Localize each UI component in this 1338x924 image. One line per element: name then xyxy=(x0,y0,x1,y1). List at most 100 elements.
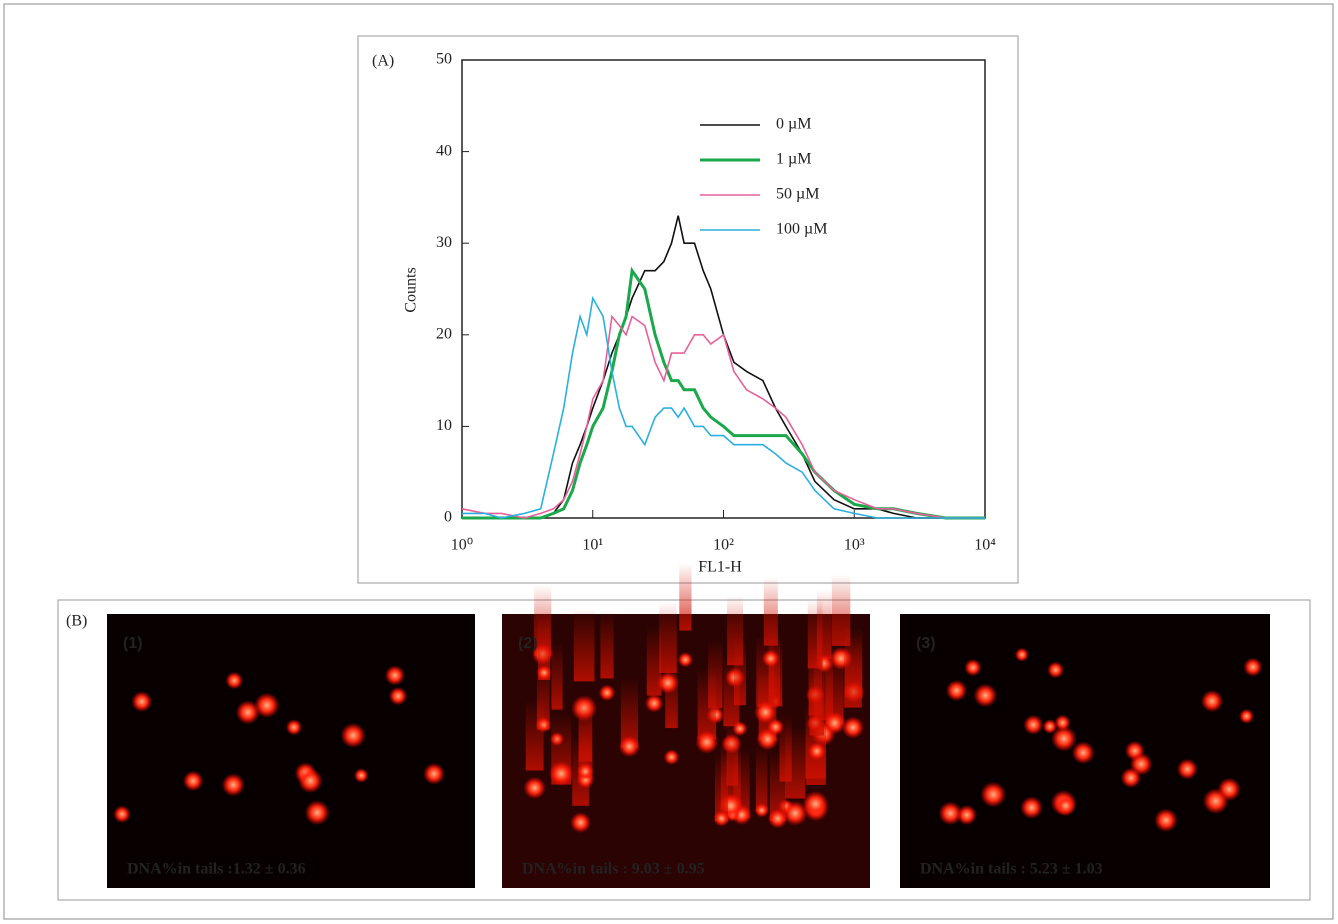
nucleus xyxy=(767,718,785,736)
nucleus xyxy=(713,810,730,827)
comet-tail xyxy=(755,744,768,813)
nucleus xyxy=(945,679,968,702)
nucleus xyxy=(235,700,260,725)
nucleus xyxy=(523,776,546,800)
nucleus xyxy=(807,742,826,761)
nucleus xyxy=(656,671,679,694)
comet-tail xyxy=(825,652,844,725)
nucleus xyxy=(576,762,594,780)
image-caption: DNA%in tails : 9.03 ± 0.95 xyxy=(522,861,705,878)
comet-tail xyxy=(785,726,806,799)
x-axis-label: FL1-H xyxy=(698,559,742,576)
comet-tail xyxy=(844,636,862,708)
comet-tail xyxy=(659,602,677,674)
figure-border xyxy=(3,3,1334,920)
comet-tail xyxy=(769,751,786,821)
comet-tail xyxy=(538,612,551,680)
comet-tail xyxy=(578,693,593,762)
comet-tail xyxy=(733,637,746,706)
panel-label: (B) xyxy=(66,613,87,630)
nucleus xyxy=(1071,741,1095,765)
comet-tail xyxy=(831,574,851,646)
nucleus xyxy=(340,722,366,748)
nucleus xyxy=(802,790,829,817)
series-line xyxy=(462,215,985,519)
comet-tail xyxy=(714,753,729,822)
nucleus xyxy=(353,768,369,783)
y-tick-label: 40 xyxy=(436,142,452,159)
nucleus xyxy=(131,691,153,712)
nucleus xyxy=(1120,767,1142,789)
nucleus xyxy=(1239,708,1255,724)
nucleus xyxy=(1051,726,1077,752)
legend-label: 1 µM xyxy=(776,151,811,168)
nucleus xyxy=(964,658,982,677)
nucleus xyxy=(754,803,769,818)
legend-label: 50 µM xyxy=(776,186,819,203)
x-tick-label: 10⁰ xyxy=(451,537,473,554)
nucleus xyxy=(1047,661,1064,679)
nucleus xyxy=(956,804,977,826)
nucleus xyxy=(1200,689,1224,713)
series-line xyxy=(461,314,985,519)
image-label: (2) xyxy=(518,635,538,652)
comet-tail xyxy=(551,642,563,710)
comet-tail xyxy=(600,610,614,679)
nucleus xyxy=(536,665,552,681)
nucleus xyxy=(1154,808,1178,832)
nucleus xyxy=(782,800,808,826)
y-tick-label: 20 xyxy=(436,325,452,342)
nucleus xyxy=(618,735,641,758)
series-line xyxy=(462,295,985,519)
nucleus xyxy=(1020,796,1043,819)
nucleus xyxy=(938,801,963,826)
x-tick-label: 10⁴ xyxy=(974,537,996,554)
y-tick-label: 50 xyxy=(436,51,452,68)
nucleus xyxy=(677,652,694,668)
nucleus xyxy=(298,768,323,794)
x-tick-label: 10³ xyxy=(844,537,865,554)
nucleus xyxy=(548,761,574,787)
image-caption: DNA%in tails : 5.23 ± 1.03 xyxy=(920,861,1103,878)
comet-tail xyxy=(679,562,692,631)
nucleus xyxy=(644,694,664,713)
nucleus xyxy=(423,762,445,785)
nucleus xyxy=(182,770,204,792)
nucleus xyxy=(732,721,748,737)
nucleus xyxy=(113,805,131,823)
comet-tail xyxy=(646,626,662,696)
comet-tail xyxy=(697,667,717,740)
micrograph xyxy=(107,614,475,888)
nucleus xyxy=(973,683,998,708)
nucleus xyxy=(598,684,616,702)
legend-label: 0 µM xyxy=(776,116,811,133)
panel-a-frame xyxy=(357,35,1019,584)
comet-tail xyxy=(573,608,595,682)
nucleus xyxy=(254,692,280,718)
legend-label: 100 µM xyxy=(776,221,827,238)
panel-label: (A) xyxy=(372,53,394,70)
nucleus xyxy=(695,730,719,754)
comet-tail xyxy=(763,576,778,646)
image-label: (1) xyxy=(123,635,143,652)
image-label: (3) xyxy=(916,635,936,652)
nucleus xyxy=(841,716,864,739)
nucleus xyxy=(1055,795,1077,817)
comet-tail xyxy=(620,677,638,748)
nucleus xyxy=(1243,657,1263,677)
nucleus xyxy=(570,812,591,833)
nucleus xyxy=(663,749,680,765)
nucleus xyxy=(1176,758,1198,780)
nucleus xyxy=(304,800,330,826)
nucleus xyxy=(1202,788,1229,814)
x-tick-label: 10² xyxy=(713,537,734,554)
x-tick-label: 10¹ xyxy=(582,537,603,554)
nucleus xyxy=(980,781,1007,808)
nucleus xyxy=(1042,719,1058,734)
comet-tail xyxy=(809,666,825,736)
nucleus xyxy=(388,686,408,706)
nucleus xyxy=(1023,714,1044,735)
y-tick-label: 10 xyxy=(436,417,452,434)
comet-tail xyxy=(525,699,544,771)
